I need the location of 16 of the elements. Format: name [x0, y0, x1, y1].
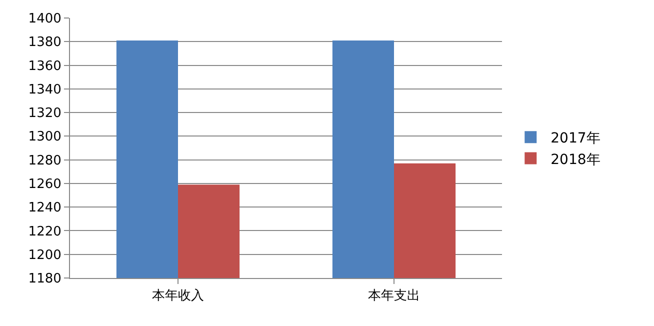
- x-tick-label: 本年支出: [368, 288, 420, 304]
- y-tick-label: 1340: [28, 82, 62, 98]
- y-tick-label: 1220: [28, 224, 62, 240]
- legend-label: 2018年: [550, 152, 600, 168]
- y-tick-label: 1360: [28, 58, 62, 74]
- y-tick-label: 1400: [28, 12, 62, 27]
- y-tick-label: 1200: [28, 248, 62, 263]
- y-tick-label: 1320: [28, 106, 62, 122]
- y-tick-label: 1180: [28, 272, 62, 287]
- y-tick-label: 1380: [28, 35, 62, 50]
- y-tick-label: 1300: [28, 130, 62, 145]
- legend-label: 2017年: [550, 130, 600, 147]
- y-tick-label: 1240: [28, 200, 62, 216]
- y-tick-label: 1260: [28, 177, 62, 192]
- x-tick-label: 本年收入: [152, 288, 204, 304]
- y-tick-label: 1280: [28, 153, 62, 168]
